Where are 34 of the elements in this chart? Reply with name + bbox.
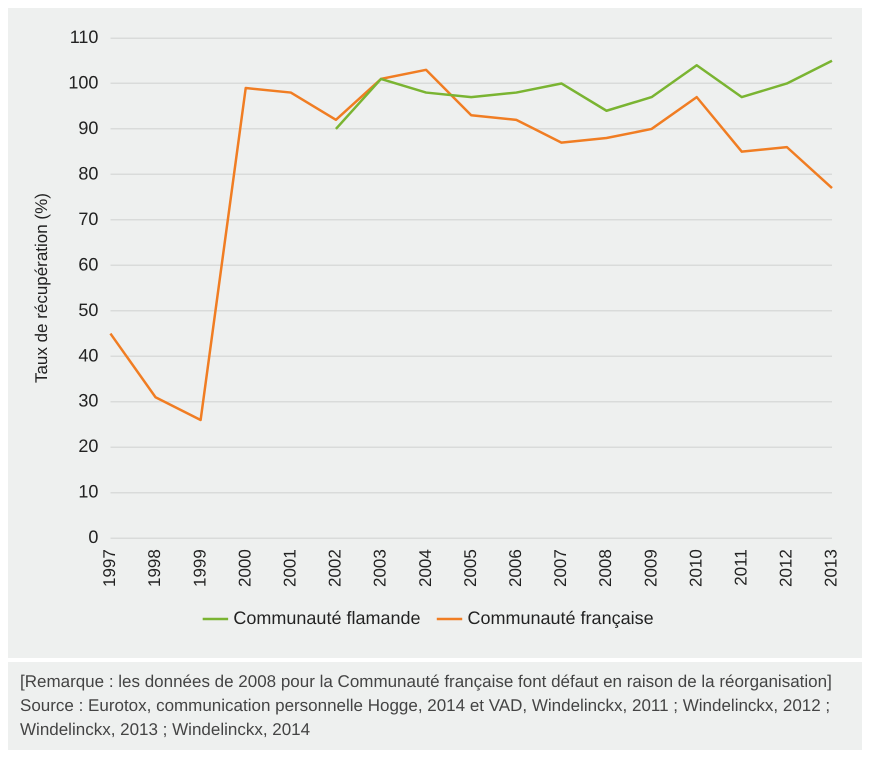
y-tick-label: 50 [78, 300, 98, 320]
x-tick-label: 2006 [506, 549, 525, 588]
x-tick-label: 1999 [190, 549, 210, 588]
y-axis-title: Taux de récupération (%) [32, 193, 51, 384]
source-note: Source : Eurotox, communication personnelle Hogge, 2014 et VAD, Windelinckx, 2011 ; Windelinckx, 2012 ; Windelinckx, 2013 ; Windelinckx, 2014 [20, 695, 832, 741]
y-tick-label: 110 [70, 26, 98, 47]
x-tick-label: 2004 [416, 549, 435, 588]
x-tick-label: 1997 [100, 549, 120, 588]
legend-label: Communauté flamande [233, 608, 421, 628]
legend-label: Communauté française [468, 608, 654, 628]
x-tick-label: 2002 [326, 549, 345, 588]
y-tick-label: 20 [78, 436, 98, 456]
x-tick-label: 2008 [596, 549, 616, 588]
y-tick-label: 10 [78, 482, 98, 502]
x-tick-label: 2013 [822, 549, 841, 588]
y-tick-label: 60 [78, 254, 98, 274]
x-tick-label: 2011 [731, 549, 750, 586]
y-tick-label: 30 [78, 390, 98, 411]
x-tick-label: 1998 [145, 549, 164, 588]
x-tick-label: 2001 [280, 549, 300, 588]
y-tick-label: 100 [68, 72, 98, 92]
y-tick-label: 70 [78, 208, 98, 229]
y-tick-label: 40 [78, 345, 98, 366]
x-tick-label: 2009 [641, 549, 660, 588]
y-tick-label: 0 [88, 527, 98, 548]
x-tick-label: 2010 [686, 549, 706, 588]
y-tick-label: 80 [78, 163, 98, 184]
x-tick-label: 2005 [460, 549, 480, 588]
y-tick-label: 90 [78, 118, 98, 138]
x-tick-label: 2012 [776, 549, 796, 588]
x-tick-label: 2007 [551, 549, 570, 588]
x-tick-label: 2003 [370, 549, 390, 588]
text: [Remarque : les données de 2008 pour la Communauté française font défaut en raison de la réorganisation] [20, 671, 833, 693]
x-tick-label: 2000 [235, 549, 254, 588]
